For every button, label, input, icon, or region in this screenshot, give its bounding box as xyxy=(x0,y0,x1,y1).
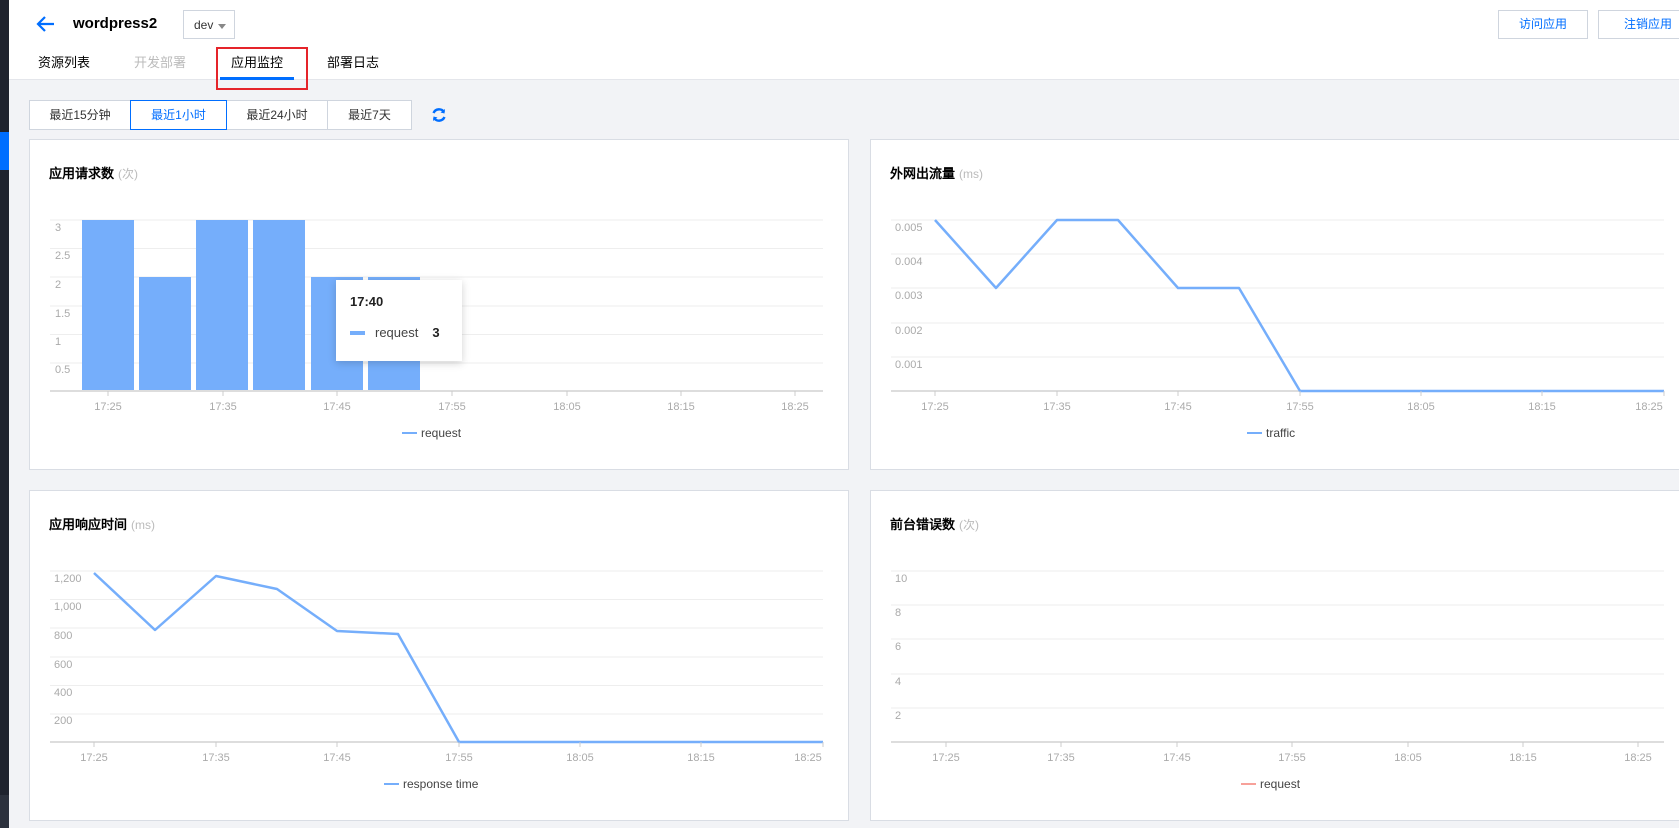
svg-text:1.5: 1.5 xyxy=(55,308,70,320)
svg-text:18:05: 18:05 xyxy=(553,401,581,413)
chart-card-requests: 应用请求数 (次) 3 2.5 2 1.5 1 0.5 17:25 17:35 17:45 1… xyxy=(29,139,849,470)
tab-resource-list[interactable]: 资源列表 xyxy=(38,55,91,70)
svg-text:18:25: 18:25 xyxy=(781,401,809,413)
page-header: wordpress2 dev 访问应用 注销应用 xyxy=(9,0,1679,80)
svg-text:18:15: 18:15 xyxy=(1509,752,1537,764)
svg-text:17:55: 17:55 xyxy=(438,401,466,413)
chart-legend[interactable]: traffic xyxy=(1247,426,1295,440)
svg-text:17:35: 17:35 xyxy=(202,752,230,764)
svg-text:1,200: 1,200 xyxy=(54,573,82,585)
svg-text:18:05: 18:05 xyxy=(1407,401,1435,413)
chart-legend[interactable]: request xyxy=(402,426,461,440)
tab-app-monitor[interactable]: 应用监控 xyxy=(220,52,295,80)
arrow-left-icon[interactable] xyxy=(35,12,57,36)
response-time-line-chart[interactable]: 1,200 1,000 800 600 400 200 17:25 17:35 17:45 17… xyxy=(30,491,850,822)
svg-text:10: 10 xyxy=(895,573,907,585)
time-range-selector: 最近15分钟 最近1小时 最近24小时 最近7天 xyxy=(29,100,412,130)
svg-text:4: 4 xyxy=(895,676,901,688)
svg-text:18:05: 18:05 xyxy=(566,752,594,764)
svg-text:1,000: 1,000 xyxy=(54,601,82,613)
chart-title: 前台错误数 (次) xyxy=(890,517,980,532)
chart-card-frontend-errors: 前台错误数 (次) 10 8 6 4 2 17:25 17:35 17:45 17:55 18:0… xyxy=(870,490,1679,821)
left-nav-footer xyxy=(0,795,9,828)
svg-text:18:15: 18:15 xyxy=(1528,401,1556,413)
svg-text:600: 600 xyxy=(54,659,72,671)
svg-text:200: 200 xyxy=(54,715,72,727)
svg-text:0.005: 0.005 xyxy=(895,222,923,234)
svg-text:17:45: 17:45 xyxy=(1163,752,1191,764)
svg-text:800: 800 xyxy=(54,630,72,642)
legend-swatch xyxy=(1247,432,1262,434)
svg-text:0.002: 0.002 xyxy=(895,325,923,337)
traffic-line-chart[interactable]: 0.005 0.004 0.003 0.002 0.001 17:25 17:35 17:4… xyxy=(871,140,1679,471)
app-title: wordpress2 xyxy=(73,15,158,32)
svg-text:2: 2 xyxy=(55,279,61,291)
svg-text:3: 3 xyxy=(55,222,61,234)
svg-text:0.001: 0.001 xyxy=(895,359,923,371)
chart-card-response-time: 应用响应时间 (ms) 1,200 1,000 800 600 400 200 17:25 1… xyxy=(29,490,849,821)
chart-title: 应用响应时间 (ms) xyxy=(49,517,156,532)
svg-text:2.5: 2.5 xyxy=(55,250,70,262)
chart-tooltip: 17:40 request 3 xyxy=(336,280,462,361)
svg-text:17:45: 17:45 xyxy=(1164,401,1192,413)
svg-text:0.004: 0.004 xyxy=(895,256,923,268)
left-nav-active-marker[interactable] xyxy=(0,132,9,170)
svg-text:17:25: 17:25 xyxy=(80,752,108,764)
caret-down-icon xyxy=(218,24,226,29)
svg-text:17:35: 17:35 xyxy=(1047,752,1075,764)
tooltip-value: 3 xyxy=(432,325,440,340)
chart-legend[interactable]: request xyxy=(1241,777,1300,791)
svg-text:17:45: 17:45 xyxy=(323,752,351,764)
svg-text:17:55: 17:55 xyxy=(1286,401,1314,413)
visit-app-button[interactable]: 访问应用 xyxy=(1498,10,1588,39)
range-1h-button[interactable]: 最近1小时 xyxy=(130,100,227,130)
left-nav-strip xyxy=(0,0,9,828)
svg-text:17:25: 17:25 xyxy=(932,752,960,764)
deregister-app-button[interactable]: 注销应用 xyxy=(1598,10,1679,39)
frontend-errors-chart[interactable]: 10 8 6 4 2 17:25 17:35 17:45 17:55 18:05 18:15 18:… xyxy=(871,491,1679,822)
svg-text:17:25: 17:25 xyxy=(921,401,949,413)
tooltip-series: request xyxy=(375,325,419,340)
svg-text:18:15: 18:15 xyxy=(667,401,695,413)
tab-deploy-log[interactable]: 部署日志 xyxy=(327,55,380,70)
legend-swatch xyxy=(1241,783,1256,785)
svg-text:18:25: 18:25 xyxy=(794,752,822,764)
tooltip-swatch xyxy=(350,330,365,335)
svg-text:400: 400 xyxy=(54,687,72,699)
svg-text:17:45: 17:45 xyxy=(323,401,351,413)
range-15min-button[interactable]: 最近15分钟 xyxy=(29,100,131,130)
svg-text:0.003: 0.003 xyxy=(895,290,923,302)
env-dropdown[interactable]: dev xyxy=(183,10,235,39)
chart-legend[interactable]: response time xyxy=(384,777,478,791)
refresh-icon[interactable] xyxy=(430,106,448,124)
svg-text:1: 1 xyxy=(55,336,61,348)
svg-text:18:15: 18:15 xyxy=(687,752,715,764)
legend-swatch xyxy=(384,783,399,785)
svg-text:17:55: 17:55 xyxy=(445,752,473,764)
svg-text:17:25: 17:25 xyxy=(94,401,122,413)
env-dropdown-value: dev xyxy=(194,18,214,32)
svg-text:18:25: 18:25 xyxy=(1624,752,1652,764)
chart-card-traffic: 外网出流量 (ms) 0.005 0.004 0.003 0.002 0.001 17:2… xyxy=(870,139,1679,470)
requests-bar-chart[interactable]: 3 2.5 2 1.5 1 0.5 17:25 17:35 17:45 17:55 18:05… xyxy=(30,140,850,471)
chart-title: 应用请求数 (次) xyxy=(49,166,139,181)
svg-text:0.5: 0.5 xyxy=(55,364,70,376)
legend-swatch xyxy=(402,432,417,434)
range-24h-button[interactable]: 最近24小时 xyxy=(226,100,328,130)
svg-text:18:05: 18:05 xyxy=(1394,752,1422,764)
svg-text:17:55: 17:55 xyxy=(1278,752,1306,764)
range-7d-button[interactable]: 最近7天 xyxy=(327,100,412,130)
chart-title: 外网出流量 (ms) xyxy=(890,166,984,181)
svg-text:8: 8 xyxy=(895,607,901,619)
tooltip-time: 17:40 xyxy=(350,294,384,309)
svg-text:2: 2 xyxy=(895,710,901,722)
tab-dev-deploy: 开发部署 xyxy=(134,55,187,70)
svg-text:18:25: 18:25 xyxy=(1635,401,1663,413)
active-tab-underline xyxy=(220,77,295,80)
svg-text:6: 6 xyxy=(895,641,901,653)
svg-text:17:35: 17:35 xyxy=(1043,401,1071,413)
svg-text:17:35: 17:35 xyxy=(209,401,237,413)
